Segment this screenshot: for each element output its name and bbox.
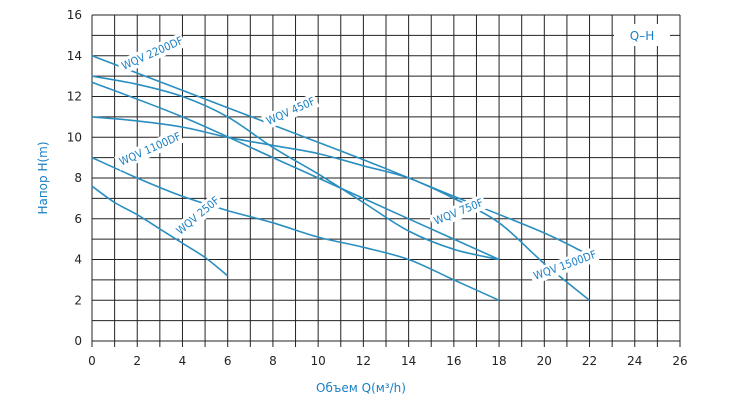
curve-label-3: WQV 250F [170,191,225,241]
curve-label-text: WQV 250F [174,194,222,238]
y-tick-label: 4 [74,253,82,267]
x-tick-label: 18 [491,354,506,368]
curve-label-text: WQV 450F [264,95,317,128]
curve-label-bg [428,194,488,230]
curve-label-bg [114,128,185,171]
y-tick-label: 6 [74,212,82,226]
x-tick-label: 2 [133,354,141,368]
curve-label-bg [261,92,320,130]
x-axis-title: Объем Q(м³/h) [316,381,406,395]
curve-label-bg [528,246,600,285]
y-tick-label: 8 [74,171,82,185]
curve-label-1: WQV 450F [261,92,320,130]
curves [91,55,591,302]
y-tick-label: 16 [67,8,82,22]
x-tick-label: 12 [356,354,371,368]
curve-label-bg [116,32,187,75]
series-line-4 [91,156,500,302]
grid [91,14,681,347]
x-tick-label: 4 [179,354,187,368]
y-tick-label: 0 [74,334,82,348]
legend-box: Q–H [614,24,670,46]
series-line-1 [91,75,500,261]
curve-label-2: WQV 1100DF [114,128,185,171]
y-tick-label: 10 [67,130,82,144]
curve-label-text: WQV 1100DF [117,130,183,169]
y-tick-label: 14 [67,49,82,63]
x-tick-label: 20 [537,354,552,368]
curve-label-0: WQV 2200DF [116,32,187,75]
series-line-0 [91,55,590,257]
y-tick-label: 2 [74,293,82,307]
x-tick-label: 0 [88,354,96,368]
x-tick-label: 24 [627,354,642,368]
y-axis-title: Напор H(m) [36,141,50,214]
curve-label-bg [170,191,225,241]
series-line-3 [91,116,591,301]
legend-box-label: Q–H [630,29,654,43]
series-line-5 [91,185,229,277]
series-line-2 [91,81,500,261]
y-tick-label: 12 [67,90,82,104]
x-tick-label: 16 [446,354,461,368]
curve-label-text: WQV 2200DF [120,34,186,73]
curve-label-text: WQV 1500DF [532,248,599,283]
x-tick-label: 10 [311,354,326,368]
x-tick-label: 26 [672,354,687,368]
x-tick-label: 8 [269,354,277,368]
x-tick-label: 22 [582,354,597,368]
x-tick-label: 6 [224,354,232,368]
x-tick-label: 14 [401,354,416,368]
